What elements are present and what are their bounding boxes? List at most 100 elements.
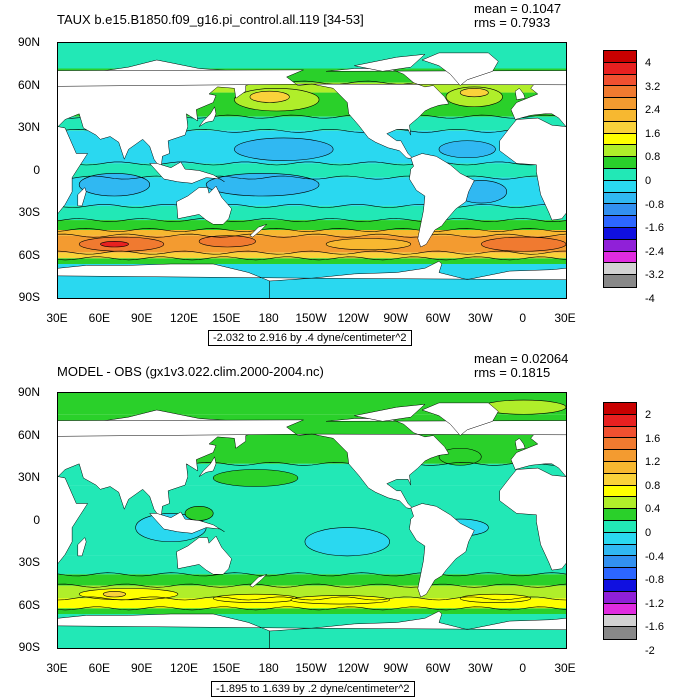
- field-band: [58, 574, 566, 586]
- land-antarctica: [311, 260, 566, 280]
- legend-label: -1.6: [645, 621, 664, 634]
- legend-swatch: [604, 133, 636, 146]
- contour-region: [205, 173, 320, 197]
- contour-region: [290, 595, 390, 605]
- legend-swatch: [604, 403, 636, 415]
- legend-swatch: [604, 109, 636, 122]
- lat-tick-label: 60N: [17, 427, 40, 442]
- legend-swatch: [604, 192, 636, 205]
- contour-line: [58, 572, 566, 577]
- land-madagascar: [77, 187, 87, 207]
- lat-tick-label: 90N: [17, 385, 40, 399]
- legend-swatch: [604, 98, 636, 110]
- legend-label: 2.4: [645, 104, 661, 117]
- contour-line: [58, 606, 566, 611]
- field-band: [58, 230, 566, 236]
- lat-tick-label: 90S: [18, 290, 40, 304]
- lat-tick-label: 0: [33, 162, 40, 177]
- land-japan: [198, 106, 217, 127]
- lon-tick-label: 150E: [212, 311, 241, 325]
- legend-swatch: [604, 461, 636, 474]
- legend-swatch: [604, 168, 636, 181]
- legend-label: -0.8: [645, 198, 664, 211]
- contour-line: [58, 161, 566, 166]
- contour-region: [459, 88, 489, 98]
- contour-info: -2.032 to 2.916 by .4 dyne/centimeter^2: [208, 330, 412, 346]
- panel-title: TAUX b.e15.B1850.f09_g16.pi_control.all.…: [57, 12, 364, 27]
- legend-swatch: [604, 509, 636, 521]
- field-band: [58, 220, 566, 230]
- legend-swatch: [604, 497, 636, 510]
- land-africa: [58, 476, 89, 564]
- lon-tick-label: 90E: [130, 661, 153, 675]
- color-legend: [603, 402, 637, 640]
- legend-swatch: [604, 51, 636, 63]
- legend-label: 3.2: [645, 80, 661, 93]
- contour-line: [58, 596, 566, 601]
- legend-swatch: [604, 485, 636, 498]
- contour-region: [234, 137, 334, 161]
- lon-tick-label: 90W: [383, 311, 408, 325]
- field-band: [58, 82, 566, 93]
- contour-region: [100, 241, 129, 248]
- lat-tick-label: 60N: [17, 77, 40, 92]
- lat-tick-label: 90S: [18, 640, 40, 654]
- land-eurasia: [510, 71, 566, 127]
- land-northAmerica: [58, 69, 313, 87]
- map-plot: [57, 392, 567, 649]
- legend-swatch: [604, 568, 636, 580]
- panel-difference: MODEL - OBS (gx1v3.022.clim.2000-2004.nc…: [0, 350, 700, 700]
- legend-swatch: [604, 251, 636, 264]
- lon-tick-label: 180: [258, 311, 279, 325]
- contour-line: [58, 204, 566, 208]
- legend-swatch: [604, 414, 636, 427]
- lon-tick-label: 150W: [295, 311, 327, 325]
- lon-tick-label: 0: [519, 311, 526, 325]
- panel-title: MODEL - OBS (gx1v3.022.clim.2000-2004.nc…: [57, 364, 324, 379]
- legend-swatch: [604, 591, 636, 604]
- land-nz: [249, 574, 267, 588]
- legend-label: 0: [645, 526, 652, 539]
- field-band: [58, 252, 566, 259]
- legend-label: 4: [645, 56, 652, 69]
- contour-line: [58, 175, 566, 180]
- lon-tick-label: 90W: [383, 661, 408, 675]
- legend-swatch: [604, 263, 636, 276]
- lat-tick-label: 90N: [17, 35, 40, 49]
- field-band: [58, 608, 566, 614]
- legend-swatch: [604, 86, 636, 99]
- legend-label: 0.8: [645, 479, 661, 492]
- contour-info: -1.895 to 1.639 by .2 dyne/centimeter^2: [211, 681, 415, 697]
- contour-line: [58, 228, 566, 232]
- contour-map: [58, 393, 566, 648]
- legend-swatch: [604, 603, 636, 616]
- legend-swatch: [604, 473, 636, 486]
- mean-value: mean = 0.1047: [474, 1, 562, 16]
- land-indonesia: [149, 161, 225, 184]
- legend-label: -0.8: [645, 574, 664, 587]
- lon-tick-label: 30E: [46, 661, 68, 675]
- contour-region: [459, 593, 532, 603]
- legend-swatch: [604, 627, 636, 639]
- legend-swatch: [604, 145, 636, 158]
- contour-region: [198, 235, 256, 248]
- contour-region: [212, 469, 299, 487]
- contour-line: [58, 250, 566, 255]
- land-eurasia: [510, 421, 566, 477]
- field-band: [58, 258, 566, 264]
- land-indonesia: [149, 511, 225, 534]
- lon-tick-label: 30E: [46, 311, 68, 325]
- legend-swatch: [604, 426, 636, 439]
- lat-tick-label: 30N: [17, 120, 40, 134]
- rms-value: rms = 0.7933: [474, 15, 551, 30]
- land-northAmerica: [311, 418, 566, 510]
- lon-tick-label: 150W: [295, 661, 327, 675]
- legend-swatch: [604, 615, 636, 628]
- contour-line: [58, 256, 566, 261]
- color-legend: [603, 50, 637, 288]
- lon-tick-label: 30W: [467, 661, 493, 675]
- lat-tick-label: 30N: [17, 470, 40, 484]
- lon-tick-label: 30E: [554, 661, 576, 675]
- panel-control: TAUX b.e15.B1850.f09_g16.pi_control.all.…: [17, 1, 664, 346]
- contour-region: [212, 593, 299, 603]
